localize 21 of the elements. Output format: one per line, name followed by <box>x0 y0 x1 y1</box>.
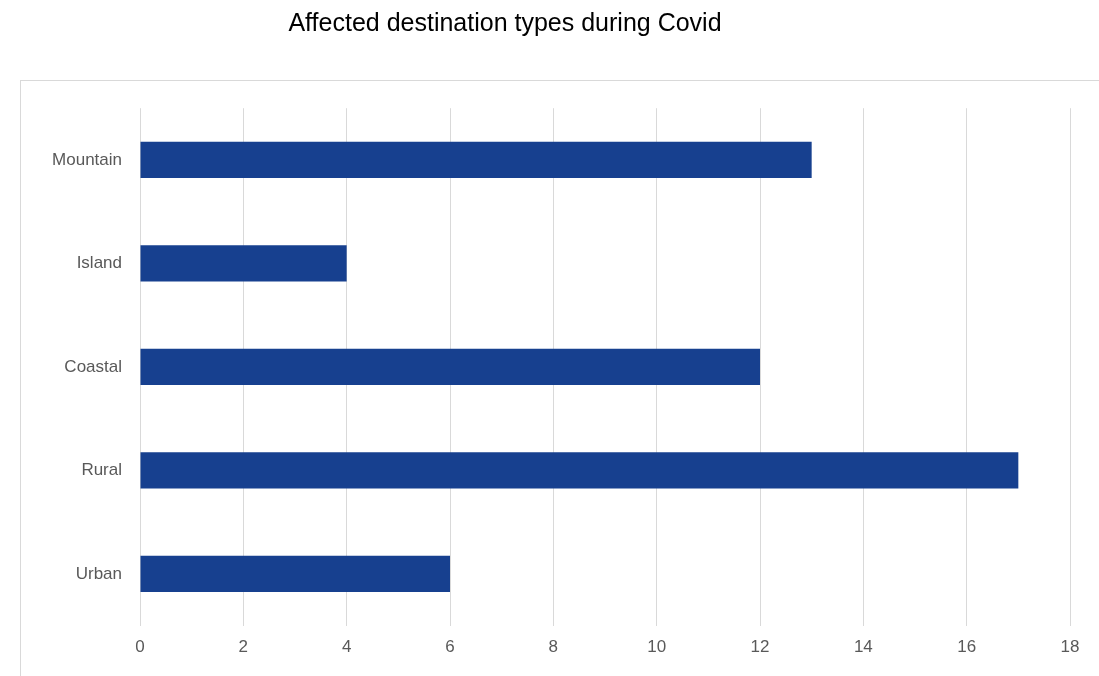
x-tick-label: 4 <box>341 637 352 657</box>
y-tick-label: Coastal <box>64 356 122 376</box>
bar <box>140 555 450 592</box>
x-tick-label: 6 <box>445 637 455 657</box>
chart-title: Affected destination types during Covid <box>287 8 723 37</box>
x-tick-label: 8 <box>548 637 559 657</box>
y-tick-label: Rural <box>81 460 122 480</box>
bar <box>140 245 347 282</box>
x-tick-label: 10 <box>647 637 667 657</box>
x-tick-label: 0 <box>135 637 145 657</box>
x-tick-label: 2 <box>238 637 249 657</box>
y-tick-label: Urban <box>75 563 122 583</box>
x-tick-label: 14 <box>853 637 873 657</box>
y-tick-label: Island <box>76 253 122 273</box>
x-tick-label: 18 <box>1060 637 1080 657</box>
bar <box>140 348 760 386</box>
x-tick-label: 16 <box>957 637 977 657</box>
bar <box>140 452 1019 489</box>
y-tick-label: Mountain <box>52 149 122 169</box>
x-tick-label: 12 <box>750 637 770 657</box>
bar <box>140 141 812 179</box>
